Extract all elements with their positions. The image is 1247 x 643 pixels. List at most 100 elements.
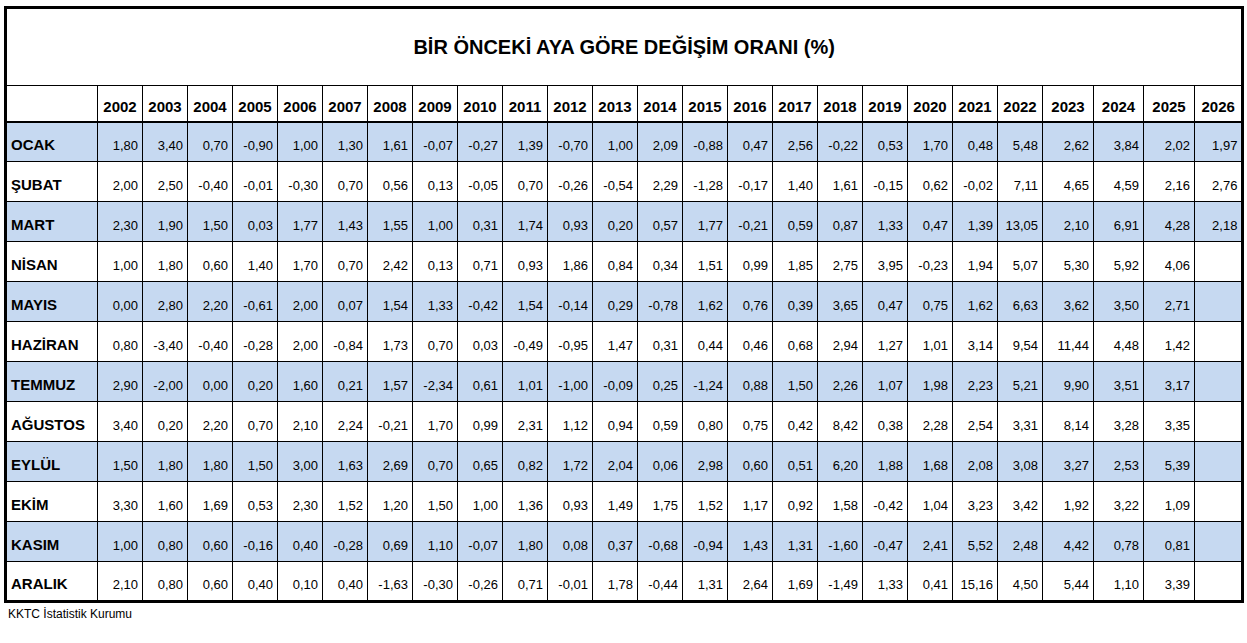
value-cell: 2,64: [728, 562, 773, 602]
year-header: 2004: [188, 86, 233, 122]
value-cell: 3,62: [1043, 282, 1094, 322]
value-cell: 2,04: [593, 442, 638, 482]
title-row: BİR ÖNCEKİ AYA GÖRE DEĞİŞİM ORANI (%): [6, 8, 1243, 86]
value-cell: 3,31: [998, 402, 1043, 442]
value-cell: 1,39: [953, 202, 998, 242]
value-cell: 0,70: [233, 402, 278, 442]
value-cell: 15,16: [953, 562, 998, 602]
value-cell: 1,00: [458, 482, 503, 522]
value-cell: 1,51: [683, 242, 728, 282]
value-cell: 1,86: [548, 242, 593, 282]
value-cell: 0,82: [503, 442, 548, 482]
value-cell: 1,50: [233, 442, 278, 482]
value-cell: 0,93: [503, 242, 548, 282]
value-cell: 2,48: [998, 522, 1043, 562]
value-cell: 3,84: [1094, 122, 1144, 162]
table-row: NİSAN1,001,800,601,401,700,702,420,130,7…: [6, 242, 1243, 282]
value-cell: 0,57: [638, 202, 683, 242]
value-cell: -1,24: [683, 362, 728, 402]
value-cell: 0,47: [863, 282, 908, 322]
value-cell: 1,98: [908, 362, 953, 402]
value-cell: 1,36: [503, 482, 548, 522]
value-cell: 5,30: [1043, 242, 1094, 282]
value-cell: 1,31: [683, 562, 728, 602]
year-header: 2023: [1043, 86, 1094, 122]
value-cell: 1,50: [773, 362, 818, 402]
value-cell: 1,43: [728, 522, 773, 562]
value-cell: 2,24: [323, 402, 368, 442]
value-cell: [1195, 402, 1243, 442]
value-cell: [1195, 482, 1243, 522]
value-cell: 0,80: [98, 322, 143, 362]
value-cell: 1,33: [863, 562, 908, 602]
value-cell: -1,49: [818, 562, 863, 602]
value-cell: 2,54: [953, 402, 998, 442]
value-cell: 9,90: [1043, 362, 1094, 402]
year-header: 2008: [368, 86, 413, 122]
value-cell: 0,40: [233, 562, 278, 602]
value-cell: 2,62: [1043, 122, 1094, 162]
year-header: 2015: [683, 86, 728, 122]
value-cell: [1195, 322, 1243, 362]
value-cell: 2,69: [368, 442, 413, 482]
value-cell: 5,07: [998, 242, 1043, 282]
year-header: 2019: [863, 86, 908, 122]
value-cell: [1195, 362, 1243, 402]
table-row: ARALIK2,100,800,600,400,100,40-1,63-0,30…: [6, 562, 1243, 602]
value-cell: 1,61: [818, 162, 863, 202]
value-cell: 2,76: [1195, 162, 1243, 202]
value-cell: 0,53: [863, 122, 908, 162]
value-cell: 6,20: [818, 442, 863, 482]
year-header: 2022: [998, 86, 1043, 122]
value-cell: -0,90: [233, 122, 278, 162]
value-cell: 1,57: [368, 362, 413, 402]
value-cell: -0,17: [728, 162, 773, 202]
value-cell: 2,30: [98, 202, 143, 242]
value-cell: 4,42: [1043, 522, 1094, 562]
value-cell: 1,33: [863, 202, 908, 242]
value-cell: 1,74: [503, 202, 548, 242]
value-cell: 1,54: [503, 282, 548, 322]
value-cell: [1195, 282, 1243, 322]
value-cell: 0,39: [773, 282, 818, 322]
value-cell: 0,88: [728, 362, 773, 402]
value-cell: 2,10: [98, 562, 143, 602]
value-cell: 0,21: [323, 362, 368, 402]
value-cell: 1,72: [548, 442, 593, 482]
value-cell: 1,43: [323, 202, 368, 242]
value-cell: 2,90: [98, 362, 143, 402]
value-cell: 0,87: [818, 202, 863, 242]
month-label: HAZİRAN: [6, 322, 98, 362]
value-cell: 0,94: [593, 402, 638, 442]
year-header: 2012: [548, 86, 593, 122]
value-cell: 2,20: [188, 282, 233, 322]
value-cell: 4,59: [1094, 162, 1144, 202]
value-cell: 6,63: [998, 282, 1043, 322]
value-cell: 1,97: [1195, 122, 1243, 162]
value-cell: -0,95: [548, 322, 593, 362]
value-cell: 2,30: [278, 482, 323, 522]
month-label: OCAK: [6, 122, 98, 162]
value-cell: -0,70: [548, 122, 593, 162]
value-cell: 0,81: [1144, 522, 1195, 562]
value-cell: 0,25: [638, 362, 683, 402]
value-cell: -0,94: [683, 522, 728, 562]
value-cell: 2,71: [1144, 282, 1195, 322]
value-cell: 3,17: [1144, 362, 1195, 402]
value-cell: 0,60: [188, 562, 233, 602]
value-cell: 2,28: [908, 402, 953, 442]
value-cell: 0,70: [323, 162, 368, 202]
value-cell: -0,23: [908, 242, 953, 282]
value-cell: 1,27: [863, 322, 908, 362]
value-cell: 1,49: [593, 482, 638, 522]
value-cell: 2,02: [1144, 122, 1195, 162]
year-header: 2003: [143, 86, 188, 122]
value-cell: 0,47: [908, 202, 953, 242]
value-cell: 0,53: [233, 482, 278, 522]
value-cell: 3,27: [1043, 442, 1094, 482]
value-cell: 0,29: [593, 282, 638, 322]
value-cell: 2,94: [818, 322, 863, 362]
value-cell: 1,55: [368, 202, 413, 242]
month-label: AĞUSTOS: [6, 402, 98, 442]
value-cell: -0,84: [323, 322, 368, 362]
